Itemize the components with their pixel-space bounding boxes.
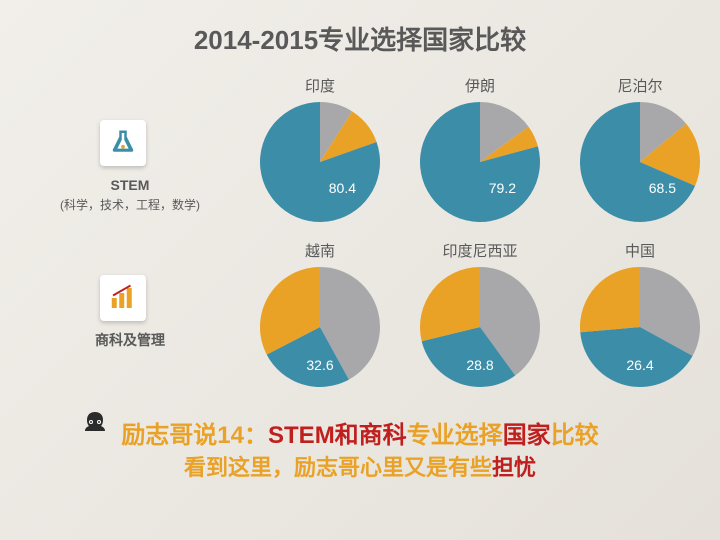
chart-label: 伊朗 bbox=[465, 75, 495, 96]
text-span: 国家 bbox=[503, 422, 551, 449]
pie-chart: 79.2 bbox=[420, 102, 540, 222]
text-span: 担忧 bbox=[492, 455, 536, 480]
business-label: 商科及管理 bbox=[40, 330, 220, 351]
pie-value: 68.5 bbox=[649, 180, 676, 196]
slide: 2014-2015专业选择国家比较 STEM (科学，技术，工程，数学) 商科及… bbox=[0, 0, 720, 540]
pie-chart: 26.4 bbox=[580, 267, 700, 387]
text-span: 看到这里，励志哥心里又是有些 bbox=[184, 455, 492, 480]
bottom-line-2: 看到这里，励志哥心里又是有些担忧 bbox=[0, 450, 720, 482]
stem-icon-box bbox=[100, 120, 146, 166]
chart-block: 印度 80.4 bbox=[255, 75, 385, 222]
text-span: 比较 bbox=[551, 422, 599, 449]
chart-block: 越南 32.6 bbox=[255, 240, 385, 387]
stem-title: STEM bbox=[40, 175, 220, 196]
pie-value: 32.6 bbox=[306, 357, 333, 373]
chart-row-2: 越南 32.6 印度尼西亚 28.8 中国 26.4 bbox=[255, 240, 705, 387]
chart-label: 印度尼西亚 bbox=[442, 240, 517, 261]
page-title: 2014-2015专业选择国家比较 bbox=[0, 20, 720, 57]
stem-subtitle: (科学，技术，工程，数学) bbox=[40, 196, 220, 214]
pie-value: 26.4 bbox=[626, 357, 653, 373]
flask-icon bbox=[108, 128, 138, 158]
chart-label: 尼泊尔 bbox=[617, 75, 662, 96]
chart-label: 印度 bbox=[305, 75, 335, 96]
pie-chart: 32.6 bbox=[260, 267, 380, 387]
chart-block: 伊朗 79.2 bbox=[415, 75, 545, 222]
business-icon-box bbox=[100, 275, 146, 321]
pie-chart: 28.8 bbox=[420, 267, 540, 387]
stem-label: STEM (科学，技术，工程，数学) bbox=[40, 175, 220, 214]
chart-block: 中国 26.4 bbox=[575, 240, 705, 387]
pie-value: 28.8 bbox=[466, 357, 493, 373]
bottom-line-1: 励志哥说14：STEM和商科专业选择国家比较 bbox=[0, 415, 720, 450]
text-span: STEM和商科 bbox=[268, 422, 407, 449]
chart-block: 尼泊尔 68.5 bbox=[575, 75, 705, 222]
chart-row-1: 印度 80.4 伊朗 79.2 尼泊尔 68.5 bbox=[255, 75, 705, 222]
pie-value: 79.2 bbox=[489, 180, 516, 196]
pie-chart: 80.4 bbox=[260, 102, 380, 222]
business-title: 商科及管理 bbox=[40, 330, 220, 351]
chart-block: 印度尼西亚 28.8 bbox=[415, 240, 545, 387]
pie-value: 80.4 bbox=[329, 180, 356, 196]
text-span: 专业选择 bbox=[407, 422, 503, 449]
text-span: 励志哥说14： bbox=[121, 422, 268, 449]
chart-label: 中国 bbox=[625, 240, 655, 261]
pie-chart: 68.5 bbox=[580, 102, 700, 222]
chart-label: 越南 bbox=[305, 240, 335, 261]
bar-chart-icon bbox=[108, 283, 138, 313]
